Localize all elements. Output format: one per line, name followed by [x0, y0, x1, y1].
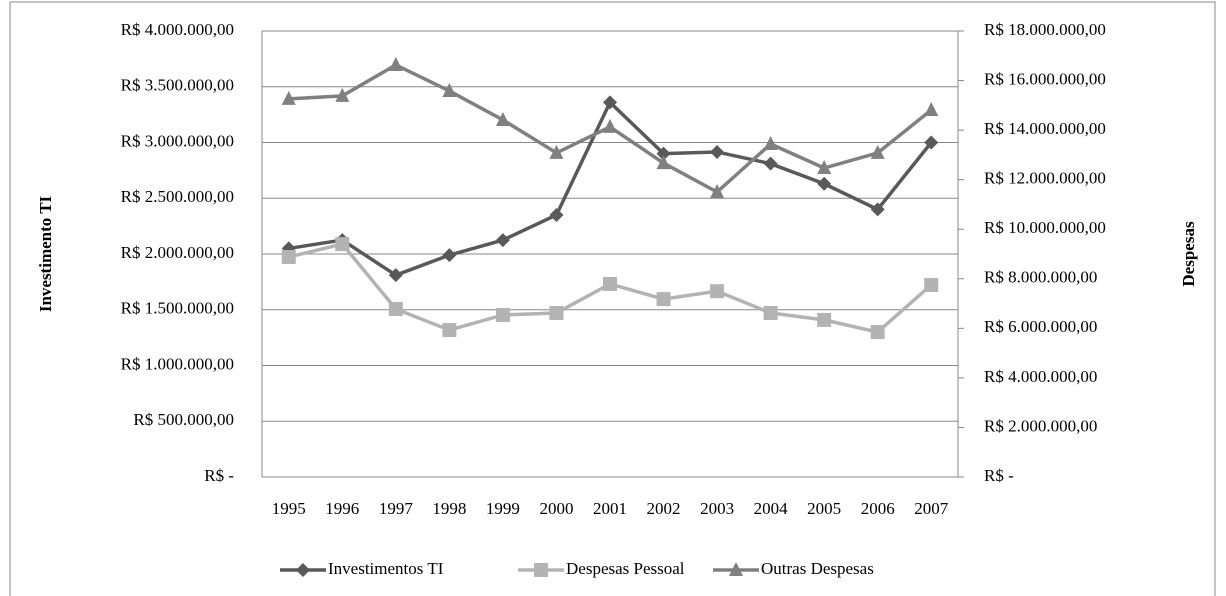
- x-tick-label: 2006: [861, 499, 895, 518]
- y2-tick-label: R$ 18.000.000,00: [984, 20, 1106, 39]
- data-point: [763, 305, 778, 320]
- chart-border: [9, 1, 1216, 596]
- data-point: [763, 135, 778, 150]
- y-tick-label: R$ 500.000,00: [133, 410, 234, 429]
- x-tick-label: 2005: [807, 499, 841, 518]
- y-tick-label: R$ 3.500.000,00: [121, 76, 234, 95]
- data-point: [549, 207, 564, 222]
- y2-tick-label: R$ 8.000.000,00: [984, 268, 1097, 287]
- y2-tick-label: R$ 10.000.000,00: [984, 218, 1106, 237]
- data-point: [335, 87, 350, 102]
- legend-marker: [729, 562, 743, 576]
- x-tick-label: 1997: [379, 499, 414, 518]
- y2-axis-label: Despesas: [1179, 221, 1198, 287]
- y2-tick-label: R$ 16.000.000,00: [984, 69, 1106, 88]
- data-point: [388, 302, 403, 317]
- data-point: [656, 146, 671, 161]
- x-tick-label: 2004: [754, 499, 789, 518]
- data-point: [549, 144, 564, 159]
- data-point: [603, 276, 617, 291]
- data-point: [817, 312, 832, 327]
- data-point: [281, 249, 296, 264]
- x-tick-label: 2002: [647, 499, 681, 518]
- y2-tick-label: R$ -: [984, 466, 1014, 485]
- y2-tick-label: R$ 2.000.000,00: [984, 416, 1097, 435]
- data-point: [710, 144, 725, 159]
- y-tick-label: R$ 1.500.000,00: [121, 299, 234, 318]
- data-point: [924, 102, 939, 117]
- data-point: [442, 82, 457, 97]
- data-point: [549, 305, 564, 320]
- data-point: [388, 56, 403, 71]
- y2-tick-label: R$ 4.000.000,00: [984, 367, 1097, 386]
- data-point: [870, 202, 885, 217]
- data-point: [603, 95, 617, 110]
- data-point: [495, 233, 510, 248]
- data-point: [763, 156, 778, 171]
- y-tick-label: R$ 3.000.000,00: [121, 131, 234, 150]
- x-tick-label: 1996: [325, 499, 359, 518]
- x-tick-label: 1999: [486, 499, 520, 518]
- data-point: [870, 144, 885, 159]
- data-point: [442, 323, 457, 338]
- x-tick-label: 2003: [700, 499, 734, 518]
- data-point: [603, 118, 617, 133]
- data-point: [495, 307, 510, 322]
- data-point: [495, 111, 510, 126]
- data-point: [710, 184, 725, 199]
- data-point: [281, 90, 296, 105]
- legend-label: Investimentos TI: [328, 559, 444, 578]
- data-point: [817, 160, 832, 175]
- legend-label: Despesas Pessoal: [566, 559, 685, 578]
- x-tick-label: 2007: [914, 499, 949, 518]
- data-point: [388, 268, 403, 283]
- legend-marker: [296, 563, 310, 577]
- y-axis-label: Investimento TI: [36, 195, 55, 312]
- data-point: [817, 176, 832, 191]
- x-tick-label: 2000: [539, 499, 573, 518]
- legend-label: Outras Despesas: [761, 559, 874, 578]
- x-tick-label: 1998: [432, 499, 466, 518]
- y-tick-label: R$ 4.000.000,00: [121, 20, 234, 39]
- x-tick-label: 2001: [593, 499, 627, 518]
- y-tick-label: R$ 1.000.000,00: [121, 354, 234, 373]
- data-point: [656, 155, 671, 170]
- y-tick-label: R$ -: [204, 466, 234, 485]
- data-point: [710, 284, 725, 299]
- y-tick-label: R$ 2.000.000,00: [121, 243, 234, 262]
- x-tick-label: 1995: [272, 499, 306, 518]
- data-point: [924, 277, 939, 292]
- legend-marker: [534, 563, 548, 577]
- data-point: [335, 237, 350, 252]
- data-point: [442, 248, 457, 263]
- data-point: [656, 292, 671, 307]
- y2-tick-label: R$ 14.000.000,00: [984, 119, 1106, 138]
- y2-tick-label: R$ 6.000.000,00: [984, 317, 1097, 336]
- y-tick-label: R$ 2.500.000,00: [121, 187, 234, 206]
- data-point: [924, 135, 939, 150]
- data-point: [870, 325, 885, 340]
- y2-tick-label: R$ 12.000.000,00: [984, 169, 1106, 188]
